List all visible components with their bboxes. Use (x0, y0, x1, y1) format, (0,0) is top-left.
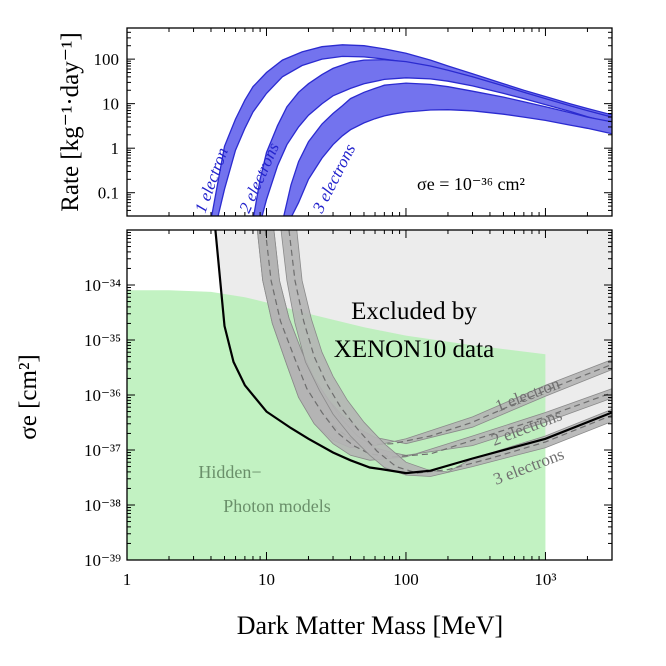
mass-axis-label: Dark Matter Mass [MeV] (237, 611, 503, 640)
rate-band-3-lower-edge (291, 109, 612, 216)
mass-xtick-label: 10 (258, 570, 275, 589)
hidden-photon-label-line2: Photon models (223, 496, 331, 516)
cross-section-ytick-label: 10⁻³⁷ (84, 441, 121, 460)
excluded-label-line2: XENON10 data (334, 336, 494, 363)
cross-section-ytick-labels: 10⁻³⁴ 10⁻³⁵ 10⁻³⁶ 10⁻³⁷ 10⁻³⁸ 10⁻³⁹ (84, 276, 121, 570)
rate-ticks (126, 27, 613, 217)
cross-section-panel-frame (126, 229, 613, 561)
rate-axis-label: Rate [kg⁻¹·day⁻¹] (57, 32, 84, 212)
excluded-label-line1: Excluded by (351, 298, 477, 325)
xenon10-limit-curve (214, 230, 612, 475)
rate-ytick-label: 10 (102, 95, 119, 114)
mass-xtick-labels: 1 10 100 10³ (123, 570, 557, 589)
rate-band-3-upper-edge (283, 82, 612, 216)
rate-panel-frame (126, 27, 613, 217)
rate-band-2-lower-edge (261, 77, 612, 216)
cross-section-ytick-label: 10⁻³⁵ (84, 331, 121, 350)
cross-section-ytick-label: 10⁻³⁹ (84, 551, 121, 570)
rate-ytick-label: 0.1 (98, 184, 119, 203)
rate-band-1-upper-edge (211, 44, 612, 216)
rate-plot-area (211, 44, 612, 216)
rate-band-3 (283, 83, 612, 216)
cross-section-plot-area (127, 230, 612, 560)
hidden-photon-label-line1: Hidden− (198, 462, 261, 482)
cross-section-panel: Excluded by XENON10 data Hidden− Photon … (15, 229, 613, 640)
rate-ytick-labels: 100 10 1 0.1 (94, 50, 120, 203)
cross-section-ytick-label: 10⁻³⁶ (84, 386, 121, 405)
rate-band-1 (211, 44, 612, 216)
cross-section-axis-label: σe [cm²] (15, 354, 42, 440)
mass-xtick-label: 10³ (534, 570, 556, 589)
cross-section-ytick-label: 10⁻³⁴ (84, 276, 121, 295)
cross-section-ytick-label: 10⁻³⁸ (84, 496, 121, 515)
rate-band-2-upper-edge (253, 59, 612, 216)
rate-ytick-label: 100 (94, 50, 120, 69)
cross-section-annotation: σe = 10⁻³⁶ cm² (417, 174, 525, 194)
mass-xtick-label: 1 (123, 570, 132, 589)
rate-ytick-label: 1 (111, 139, 120, 158)
exclusion-band-3 (280, 230, 612, 477)
mass-xtick-label: 100 (393, 570, 419, 589)
exclusion-band-2-center (264, 230, 612, 458)
cross-section-ticks (126, 230, 613, 561)
